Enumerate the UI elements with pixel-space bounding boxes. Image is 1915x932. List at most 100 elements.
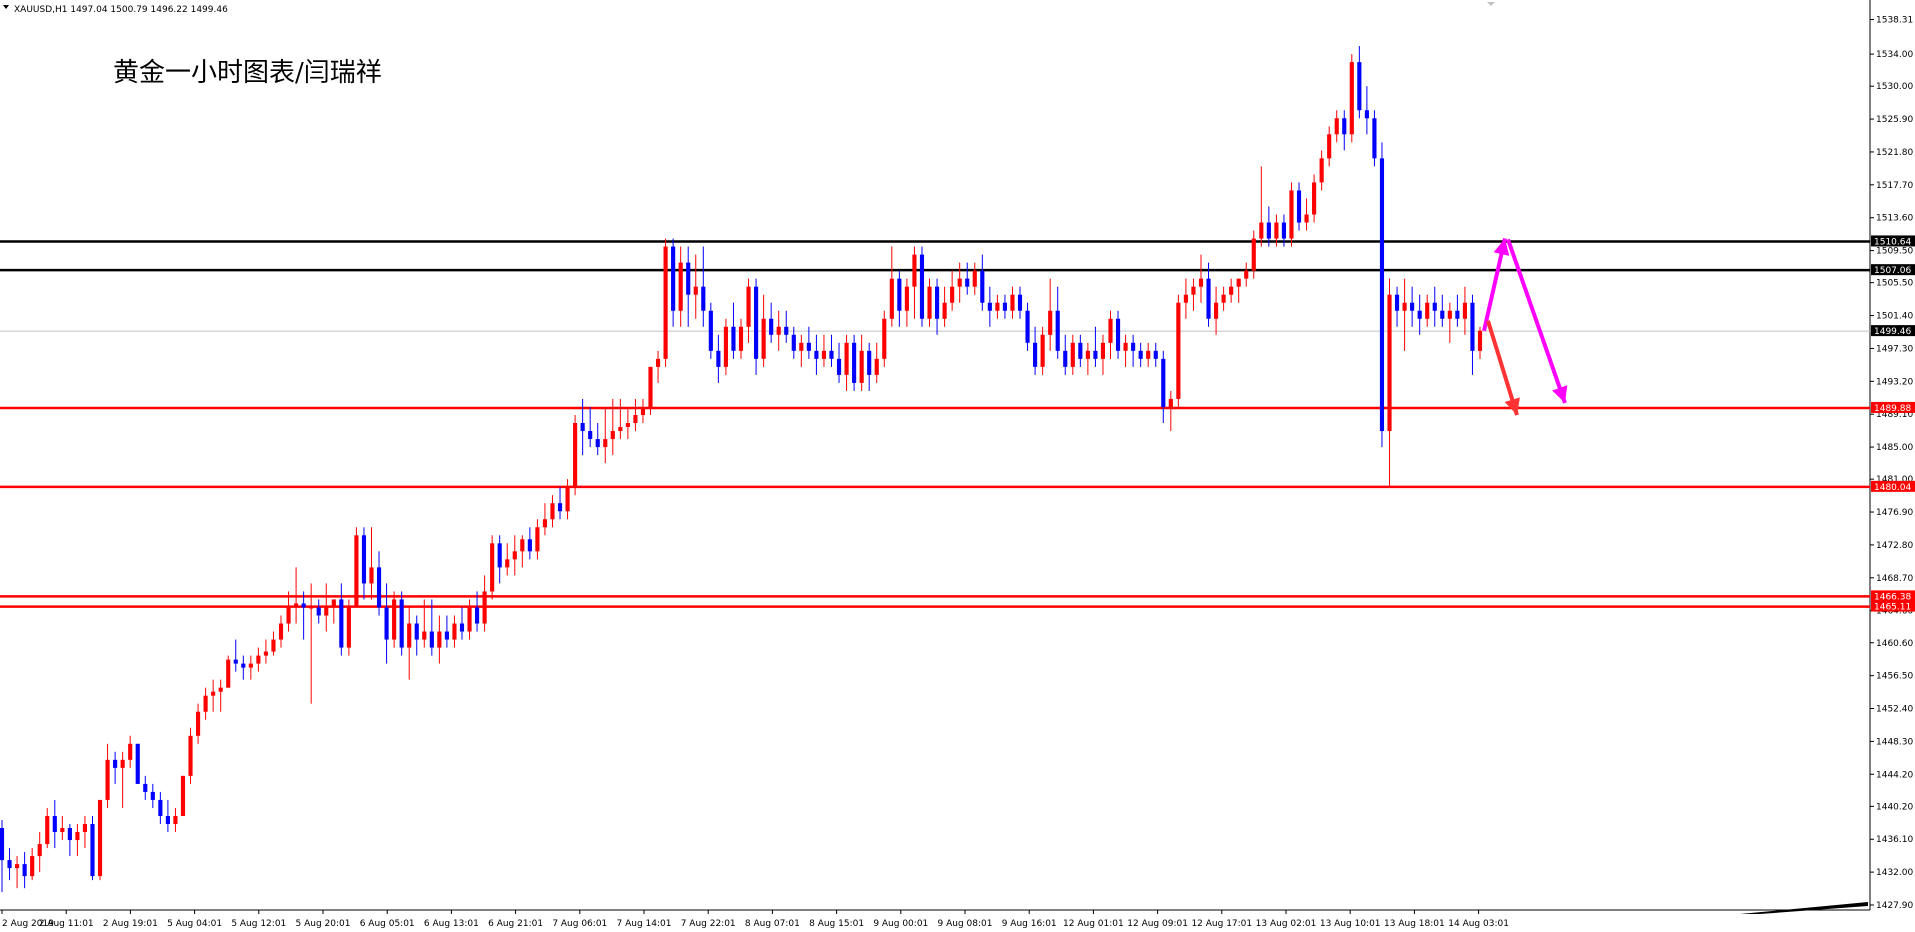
candle[interactable] bbox=[1289, 182, 1294, 247]
candle[interactable] bbox=[957, 262, 962, 303]
candle[interactable] bbox=[452, 615, 457, 648]
candle[interactable] bbox=[512, 535, 517, 576]
candle[interactable] bbox=[550, 495, 555, 528]
candle[interactable] bbox=[294, 567, 299, 624]
candle[interactable] bbox=[195, 703, 201, 744]
candle[interactable] bbox=[1334, 110, 1339, 143]
candle[interactable] bbox=[784, 310, 789, 343]
candle[interactable] bbox=[37, 832, 42, 873]
candle[interactable] bbox=[1462, 286, 1467, 335]
candle[interactable] bbox=[995, 294, 1000, 319]
candle[interactable] bbox=[867, 342, 872, 391]
candle[interactable] bbox=[1349, 54, 1354, 143]
candle[interactable] bbox=[429, 599, 434, 656]
candle[interactable] bbox=[376, 551, 382, 616]
candle[interactable] bbox=[1319, 150, 1324, 191]
candle[interactable] bbox=[286, 591, 291, 632]
candle[interactable] bbox=[693, 254, 698, 319]
candle[interactable] bbox=[45, 807, 50, 849]
candle[interactable] bbox=[746, 278, 751, 343]
candle[interactable] bbox=[1432, 286, 1437, 327]
candle[interactable] bbox=[22, 852, 27, 889]
candle[interactable] bbox=[573, 414, 578, 496]
candle[interactable] bbox=[1410, 286, 1415, 327]
candle[interactable] bbox=[444, 615, 449, 648]
candle[interactable] bbox=[701, 246, 706, 327]
candle[interactable] bbox=[625, 406, 630, 440]
candle[interactable] bbox=[256, 647, 261, 672]
candle[interactable] bbox=[882, 310, 887, 367]
candle[interactable] bbox=[1093, 326, 1098, 367]
candle[interactable] bbox=[143, 775, 148, 800]
candle[interactable] bbox=[211, 679, 216, 712]
candle[interactable] bbox=[180, 775, 186, 816]
candle[interactable] bbox=[1417, 294, 1422, 335]
candle[interactable] bbox=[203, 687, 208, 720]
candle[interactable] bbox=[806, 326, 811, 359]
candle[interactable] bbox=[459, 607, 465, 640]
candle[interactable] bbox=[82, 815, 88, 849]
candle[interactable] bbox=[1070, 334, 1075, 375]
candle[interactable] bbox=[520, 535, 525, 568]
candle[interactable] bbox=[1447, 302, 1452, 343]
candle[interactable] bbox=[1002, 294, 1008, 319]
candle[interactable] bbox=[686, 246, 691, 327]
candle[interactable] bbox=[1146, 342, 1151, 367]
candle[interactable] bbox=[1183, 278, 1188, 319]
candle[interactable] bbox=[30, 848, 35, 881]
candle[interactable] bbox=[226, 655, 231, 688]
candle[interactable] bbox=[655, 350, 661, 383]
candle[interactable] bbox=[776, 310, 781, 351]
candle[interactable] bbox=[1296, 182, 1302, 231]
candle[interactable] bbox=[1198, 254, 1204, 303]
candle[interactable] bbox=[165, 799, 170, 833]
candle[interactable] bbox=[1213, 286, 1219, 335]
candle[interactable] bbox=[821, 334, 827, 367]
candle[interactable] bbox=[158, 791, 163, 825]
candle[interactable] bbox=[648, 366, 653, 415]
candle[interactable] bbox=[1440, 294, 1445, 327]
candle[interactable] bbox=[1281, 214, 1287, 247]
candle[interactable] bbox=[1477, 326, 1483, 359]
candle[interactable] bbox=[437, 615, 442, 664]
candle[interactable] bbox=[844, 334, 849, 391]
candle[interactable] bbox=[1259, 166, 1264, 247]
candle[interactable] bbox=[950, 270, 955, 311]
candle[interactable] bbox=[399, 591, 404, 656]
candle[interactable] bbox=[414, 615, 419, 656]
candle[interactable] bbox=[188, 727, 193, 784]
candle[interactable] bbox=[369, 527, 374, 600]
candle[interactable] bbox=[90, 815, 95, 881]
candle[interactable] bbox=[934, 278, 940, 335]
candle[interactable] bbox=[1055, 286, 1060, 359]
candle[interactable] bbox=[60, 815, 65, 841]
candle[interactable] bbox=[965, 262, 970, 295]
candle[interactable] bbox=[1063, 334, 1068, 375]
candle[interactable] bbox=[874, 342, 879, 383]
candle[interactable] bbox=[1394, 286, 1400, 327]
candle[interactable] bbox=[490, 535, 495, 600]
candle[interactable] bbox=[535, 519, 540, 560]
candle[interactable] bbox=[1372, 110, 1377, 167]
candle[interactable] bbox=[557, 487, 563, 520]
candle[interactable] bbox=[309, 583, 314, 704]
candle[interactable] bbox=[1455, 294, 1460, 327]
candle[interactable] bbox=[610, 398, 615, 456]
candle[interactable] bbox=[248, 655, 253, 680]
candle[interactable] bbox=[1040, 326, 1045, 375]
candle[interactable] bbox=[1123, 334, 1128, 367]
candle[interactable] bbox=[128, 735, 133, 768]
candle[interactable] bbox=[1236, 278, 1241, 303]
candle[interactable] bbox=[987, 286, 992, 327]
candle[interactable] bbox=[1191, 278, 1196, 311]
candle[interactable] bbox=[1100, 334, 1106, 375]
candle[interactable] bbox=[241, 655, 246, 680]
candle[interactable] bbox=[422, 599, 427, 648]
candle[interactable] bbox=[1251, 230, 1256, 279]
candle[interactable] bbox=[852, 334, 857, 391]
candle[interactable] bbox=[588, 406, 593, 448]
candle[interactable] bbox=[278, 615, 284, 648]
candle[interactable] bbox=[1312, 174, 1317, 223]
candle[interactable] bbox=[799, 334, 804, 367]
candle[interactable] bbox=[218, 679, 223, 712]
